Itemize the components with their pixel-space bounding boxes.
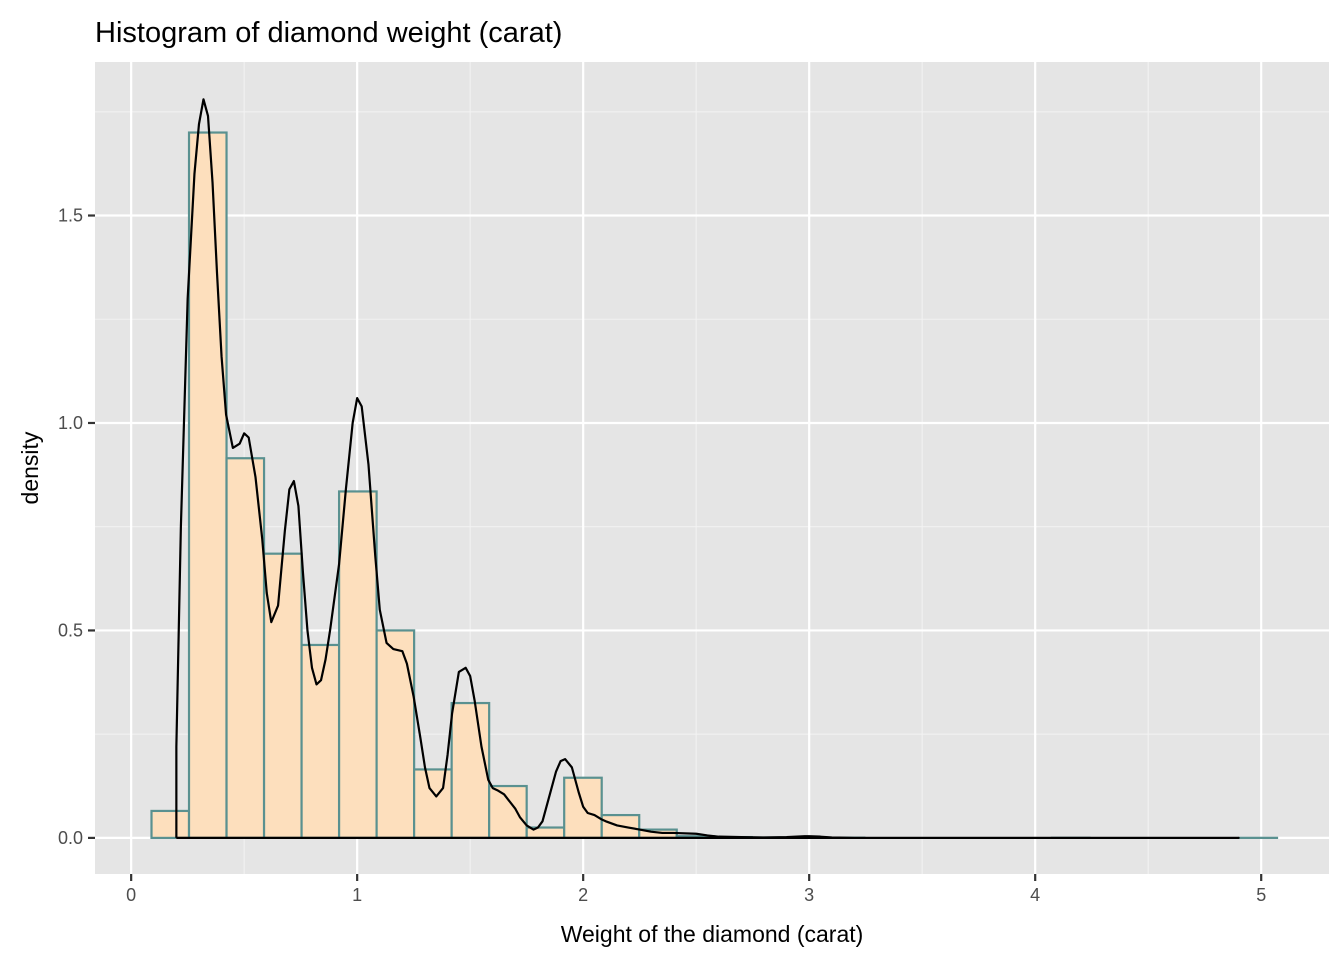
y-axis-title: density: [17, 431, 43, 504]
x-tick-label: 0: [126, 885, 136, 905]
histogram-bar: [413, 768, 453, 840]
x-axis-title: Weight of the diamond (carat): [561, 921, 864, 947]
histogram-bar: [300, 643, 341, 840]
density-curve-group: [175, 98, 1240, 839]
x-tick-label: 1: [352, 885, 362, 905]
histogram-bar: [488, 784, 528, 840]
histogram-bar: [262, 552, 303, 840]
y-tick-label: 0.5: [58, 620, 83, 640]
y-axis: 0.0 0.5 1.0 1.5: [58, 206, 95, 848]
x-tick-label: 3: [804, 885, 814, 905]
chart-title: Histogram of diamond weight (carat): [95, 17, 562, 49]
x-tick-label: 4: [1030, 885, 1040, 905]
y-tick-label: 1.5: [58, 206, 83, 226]
y-tick-label: 0.0: [58, 828, 83, 848]
histogram-bar: [225, 457, 266, 840]
x-tick-label: 5: [1256, 885, 1266, 905]
histogram-bar: [450, 701, 491, 840]
density-curve: [175, 98, 1240, 839]
histogram-bar: [375, 629, 416, 840]
y-tick-label: 1.0: [58, 413, 83, 433]
x-tick-label: 2: [578, 885, 588, 905]
minor-gridlines: [95, 62, 1329, 874]
histogram-bar: [150, 809, 191, 840]
histogram-bar: [337, 490, 378, 840]
x-axis: 0 1 2 3 4 5: [126, 874, 1266, 905]
histogram-bar: [187, 131, 228, 840]
